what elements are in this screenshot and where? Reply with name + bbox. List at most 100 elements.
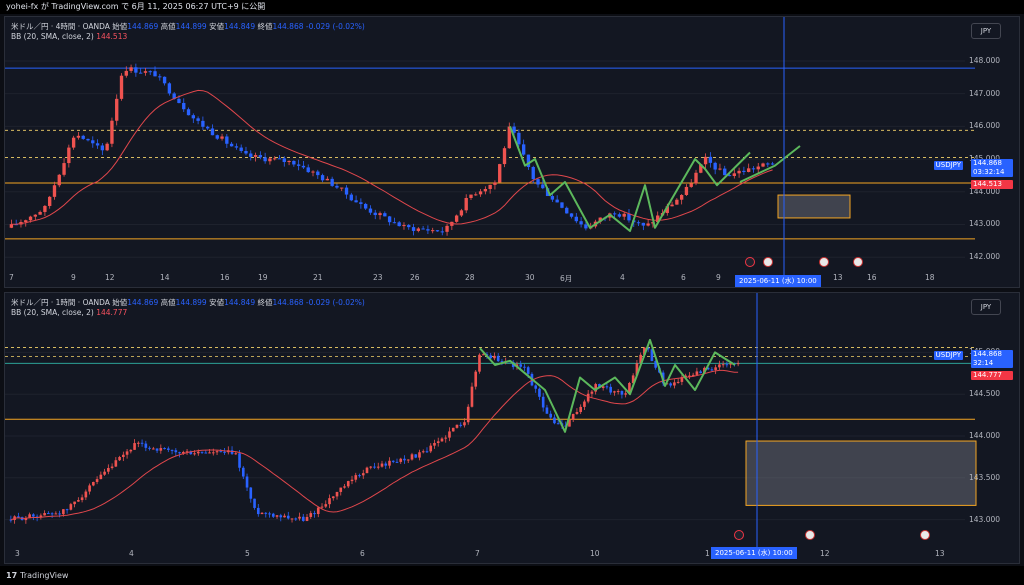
chart-pane-1h[interactable]: 米ドル／円 · 1時間 · OANDA 始値144.869 高値144.899 … — [4, 292, 1020, 564]
candle-body — [271, 513, 275, 517]
us-flag-event-icon[interactable] — [763, 257, 773, 267]
candle-body — [601, 386, 605, 389]
candle-body — [650, 349, 654, 361]
candle-body — [58, 513, 61, 515]
time-tick-label: 12 — [820, 549, 830, 558]
lightning-event-icon[interactable] — [734, 530, 744, 540]
candle-body — [119, 75, 124, 99]
candle-body — [62, 509, 65, 515]
candle-body — [502, 148, 507, 165]
candle-body — [489, 355, 493, 359]
candle-body — [346, 481, 350, 487]
time-tick-label: 14 — [160, 273, 170, 282]
candle-body — [496, 355, 500, 362]
candle-body — [679, 194, 684, 200]
candle-body — [628, 383, 631, 394]
candle-body — [498, 164, 502, 183]
candle-body — [298, 516, 301, 519]
us-flag-event-icon[interactable] — [805, 530, 815, 540]
tradingview-footer[interactable]: 𝟭𝟳 TradingView — [0, 566, 1024, 585]
lightning-event-icon[interactable] — [745, 257, 755, 267]
candle-body — [339, 487, 343, 492]
currency-button[interactable]: JPY — [971, 23, 1001, 39]
candle-body — [335, 491, 339, 497]
candle-body — [249, 487, 253, 499]
candle-body — [718, 168, 722, 170]
candle-body — [435, 230, 440, 232]
candle-body — [286, 515, 290, 519]
candle-body — [541, 184, 545, 189]
candle-body — [429, 445, 433, 452]
candle-body — [620, 391, 624, 395]
candle-body — [140, 442, 144, 444]
bb-legend: BB (20, SMA, close, 2) 144.777 — [11, 308, 128, 317]
candle-body — [483, 188, 488, 192]
candle-body — [32, 514, 35, 517]
target-zone-box — [745, 440, 977, 506]
candle-body — [230, 450, 234, 454]
candle-body — [264, 512, 268, 514]
candle-body — [305, 516, 309, 521]
candle-body — [708, 156, 713, 163]
candle-body — [211, 452, 215, 454]
candle-body — [185, 451, 189, 453]
candle-body — [143, 71, 148, 73]
candle-body — [631, 375, 635, 384]
candle-body — [50, 513, 54, 515]
candle-body — [556, 423, 560, 425]
candle-body — [124, 70, 128, 76]
candle-body — [380, 463, 384, 467]
candle-body — [627, 213, 631, 221]
candle-body — [189, 451, 193, 455]
candle-body — [294, 518, 298, 520]
candle-body — [219, 451, 223, 453]
candle-body — [159, 448, 163, 451]
candle-body — [273, 158, 277, 160]
candle-body — [343, 486, 346, 488]
candle-body — [57, 174, 61, 186]
candle-body — [296, 164, 301, 166]
candle-body — [478, 191, 483, 195]
candle-body — [225, 136, 229, 144]
candle-body — [238, 453, 241, 468]
candle-body — [378, 213, 382, 216]
candle-body — [91, 140, 95, 144]
candle-body — [301, 165, 306, 168]
candle-body — [684, 186, 689, 195]
price-tick-label: 147.000 — [969, 88, 1001, 98]
candle-body — [579, 221, 583, 225]
time-tick-label: 16 — [867, 273, 877, 282]
candle-body — [545, 407, 549, 414]
chart-pane-4h[interactable]: 米ドル／円 · 4時間 · OANDA 始値144.869 高値144.899 … — [4, 16, 1020, 288]
candle-body — [622, 213, 626, 217]
candle-body — [152, 448, 155, 450]
candle-body — [464, 198, 468, 211]
time-tick-label: 6月 — [560, 274, 573, 283]
candle-body — [594, 384, 597, 392]
candle-body — [732, 173, 736, 177]
price-chart-1h[interactable] — [5, 293, 1020, 564]
candle-body — [92, 481, 95, 486]
candle-body — [373, 466, 376, 468]
us-flag-event-icon[interactable] — [920, 530, 930, 540]
time-tick-label: 6 — [360, 549, 365, 558]
us-flag-event-icon[interactable] — [853, 257, 863, 267]
candle-body — [105, 143, 109, 151]
candle-body — [590, 391, 594, 394]
symbol-tag: USDJPY — [933, 161, 963, 170]
price-chart-4h[interactable] — [5, 17, 1020, 288]
candle-body — [756, 166, 760, 170]
bollinger-middle-line — [11, 89, 773, 225]
candle-body — [368, 208, 373, 213]
us-flag-event-icon[interactable] — [819, 257, 829, 267]
candle-body — [172, 93, 176, 99]
candle-body — [440, 231, 444, 233]
candle-body — [292, 160, 296, 165]
candle-body — [118, 456, 121, 461]
currency-button[interactable]: JPY — [971, 299, 1001, 315]
candle-body — [258, 155, 263, 158]
candle-body — [275, 515, 279, 517]
time-tick-label: 16 — [220, 273, 230, 282]
candle-body — [208, 452, 211, 454]
time-tick-label: 9 — [716, 273, 721, 282]
